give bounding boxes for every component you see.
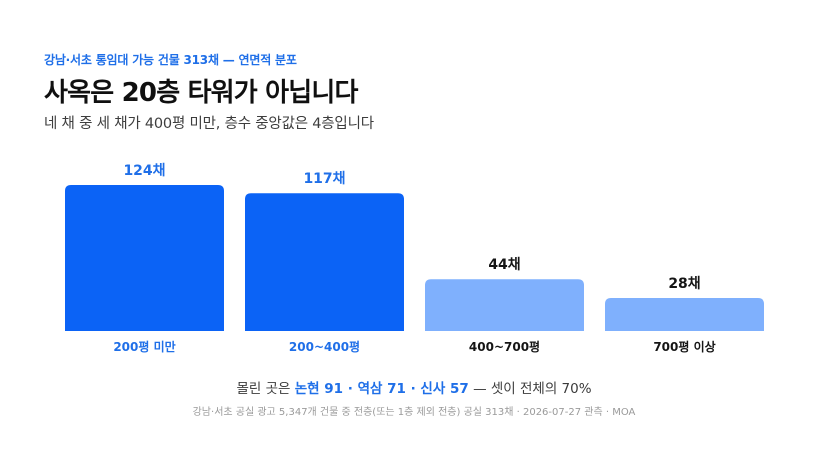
value-label-3: 44채 (488, 257, 520, 273)
summary-lead: 몰린 곳은 (236, 381, 291, 397)
bar-1 (65, 185, 224, 331)
value-label-1: 124채 (123, 163, 165, 179)
category-label-4: 700평 이상 (653, 339, 715, 354)
value-label-4: 28채 (668, 276, 700, 292)
category-label-2: 200~400평 (289, 340, 360, 354)
summary-tail: — 셋이 전체의 70% (473, 381, 592, 397)
chart-subtitle: 네 채 중 세 채가 400평 미만, 층수 중앙값은 4층입니다 (44, 116, 374, 132)
source-note: 강남·서초 공실 광고 5,347개 건물 중 전층(또는 1층 제외 전층) … (192, 407, 636, 418)
value-label-2: 117채 (303, 171, 345, 187)
summary-line: 몰린 곳은 논현 91 · 역삼 71 · 신사 57 — 셋이 전체의 70% (0, 377, 828, 397)
summary-highlight: 논현 91 · 역삼 71 · 신사 57 (294, 381, 469, 397)
bar-4 (605, 298, 764, 331)
category-label-1: 200평 미만 (113, 339, 175, 354)
bar-2 (245, 193, 404, 331)
chart-title: 사옥은 20층 타워가 아닙니다 (44, 78, 358, 108)
category-label-3: 400~700평 (469, 340, 540, 354)
chart-eyebrow: 강남·서초 통임대 가능 건물 313채 — 연면적 분포 (44, 53, 297, 67)
bar-3 (425, 279, 584, 331)
